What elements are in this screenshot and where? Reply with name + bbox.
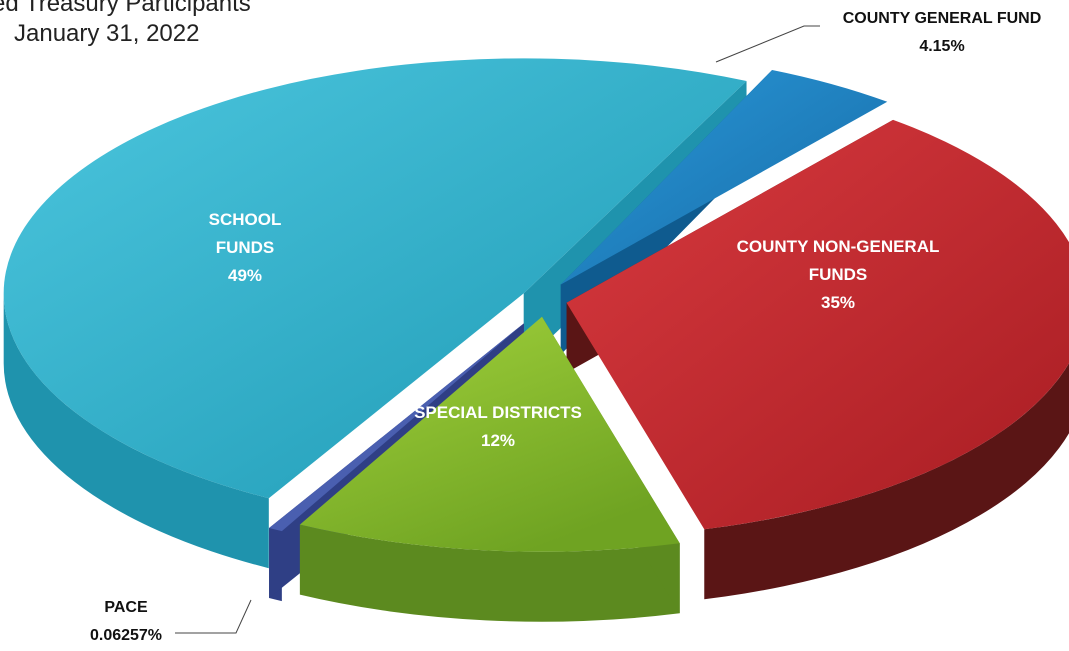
chart-title-line-2: January 31, 2022 [14, 20, 200, 47]
slice-top [566, 119, 1069, 530]
slice-top [560, 69, 888, 285]
pie-slice-county-non-general-funds [566, 119, 1069, 600]
slice-side [704, 363, 1069, 600]
label-special-districts: SPECIAL DISTRICTS 12% [414, 403, 582, 450]
label-county-non-general-line: FUNDS [809, 265, 868, 284]
label-school-funds-line: SCHOOL [209, 210, 282, 229]
label-county-general-fund-line: 4.15% [919, 38, 964, 55]
callout-line-pace [175, 599, 252, 634]
label-pace-line: PACE [104, 599, 148, 616]
chart-title-line-1: ed Treasury Participants [0, 0, 251, 17]
slice-side [3, 293, 269, 569]
label-county-non-general-line: COUNTY NON-GENERAL [737, 237, 940, 256]
label-school-funds-line: 49% [228, 266, 262, 285]
label-pace: PACE 0.06257% [90, 599, 162, 644]
pie-slice-special-districts [299, 316, 680, 622]
slice-top [299, 316, 680, 552]
label-special-districts-line: SPECIAL DISTRICTS [414, 403, 582, 422]
label-county-non-general-line: 35% [821, 293, 855, 312]
label-county-general-fund-line: COUNTY GENERAL FUND [843, 10, 1042, 27]
label-school-funds: SCHOOL FUNDS 49% [209, 210, 282, 285]
slice-top [3, 58, 747, 499]
callout-line-county-general [715, 25, 820, 63]
label-county-general-fund: COUNTY GENERAL FUND 4.15% [843, 10, 1042, 55]
label-school-funds-line: FUNDS [216, 238, 275, 257]
slice-top [269, 323, 524, 532]
label-special-districts-line: 12% [481, 431, 515, 450]
label-county-non-general: COUNTY NON-GENERAL FUNDS 35% [737, 237, 940, 312]
label-pace-line: 0.06257% [90, 627, 162, 644]
slice-side [299, 524, 680, 622]
